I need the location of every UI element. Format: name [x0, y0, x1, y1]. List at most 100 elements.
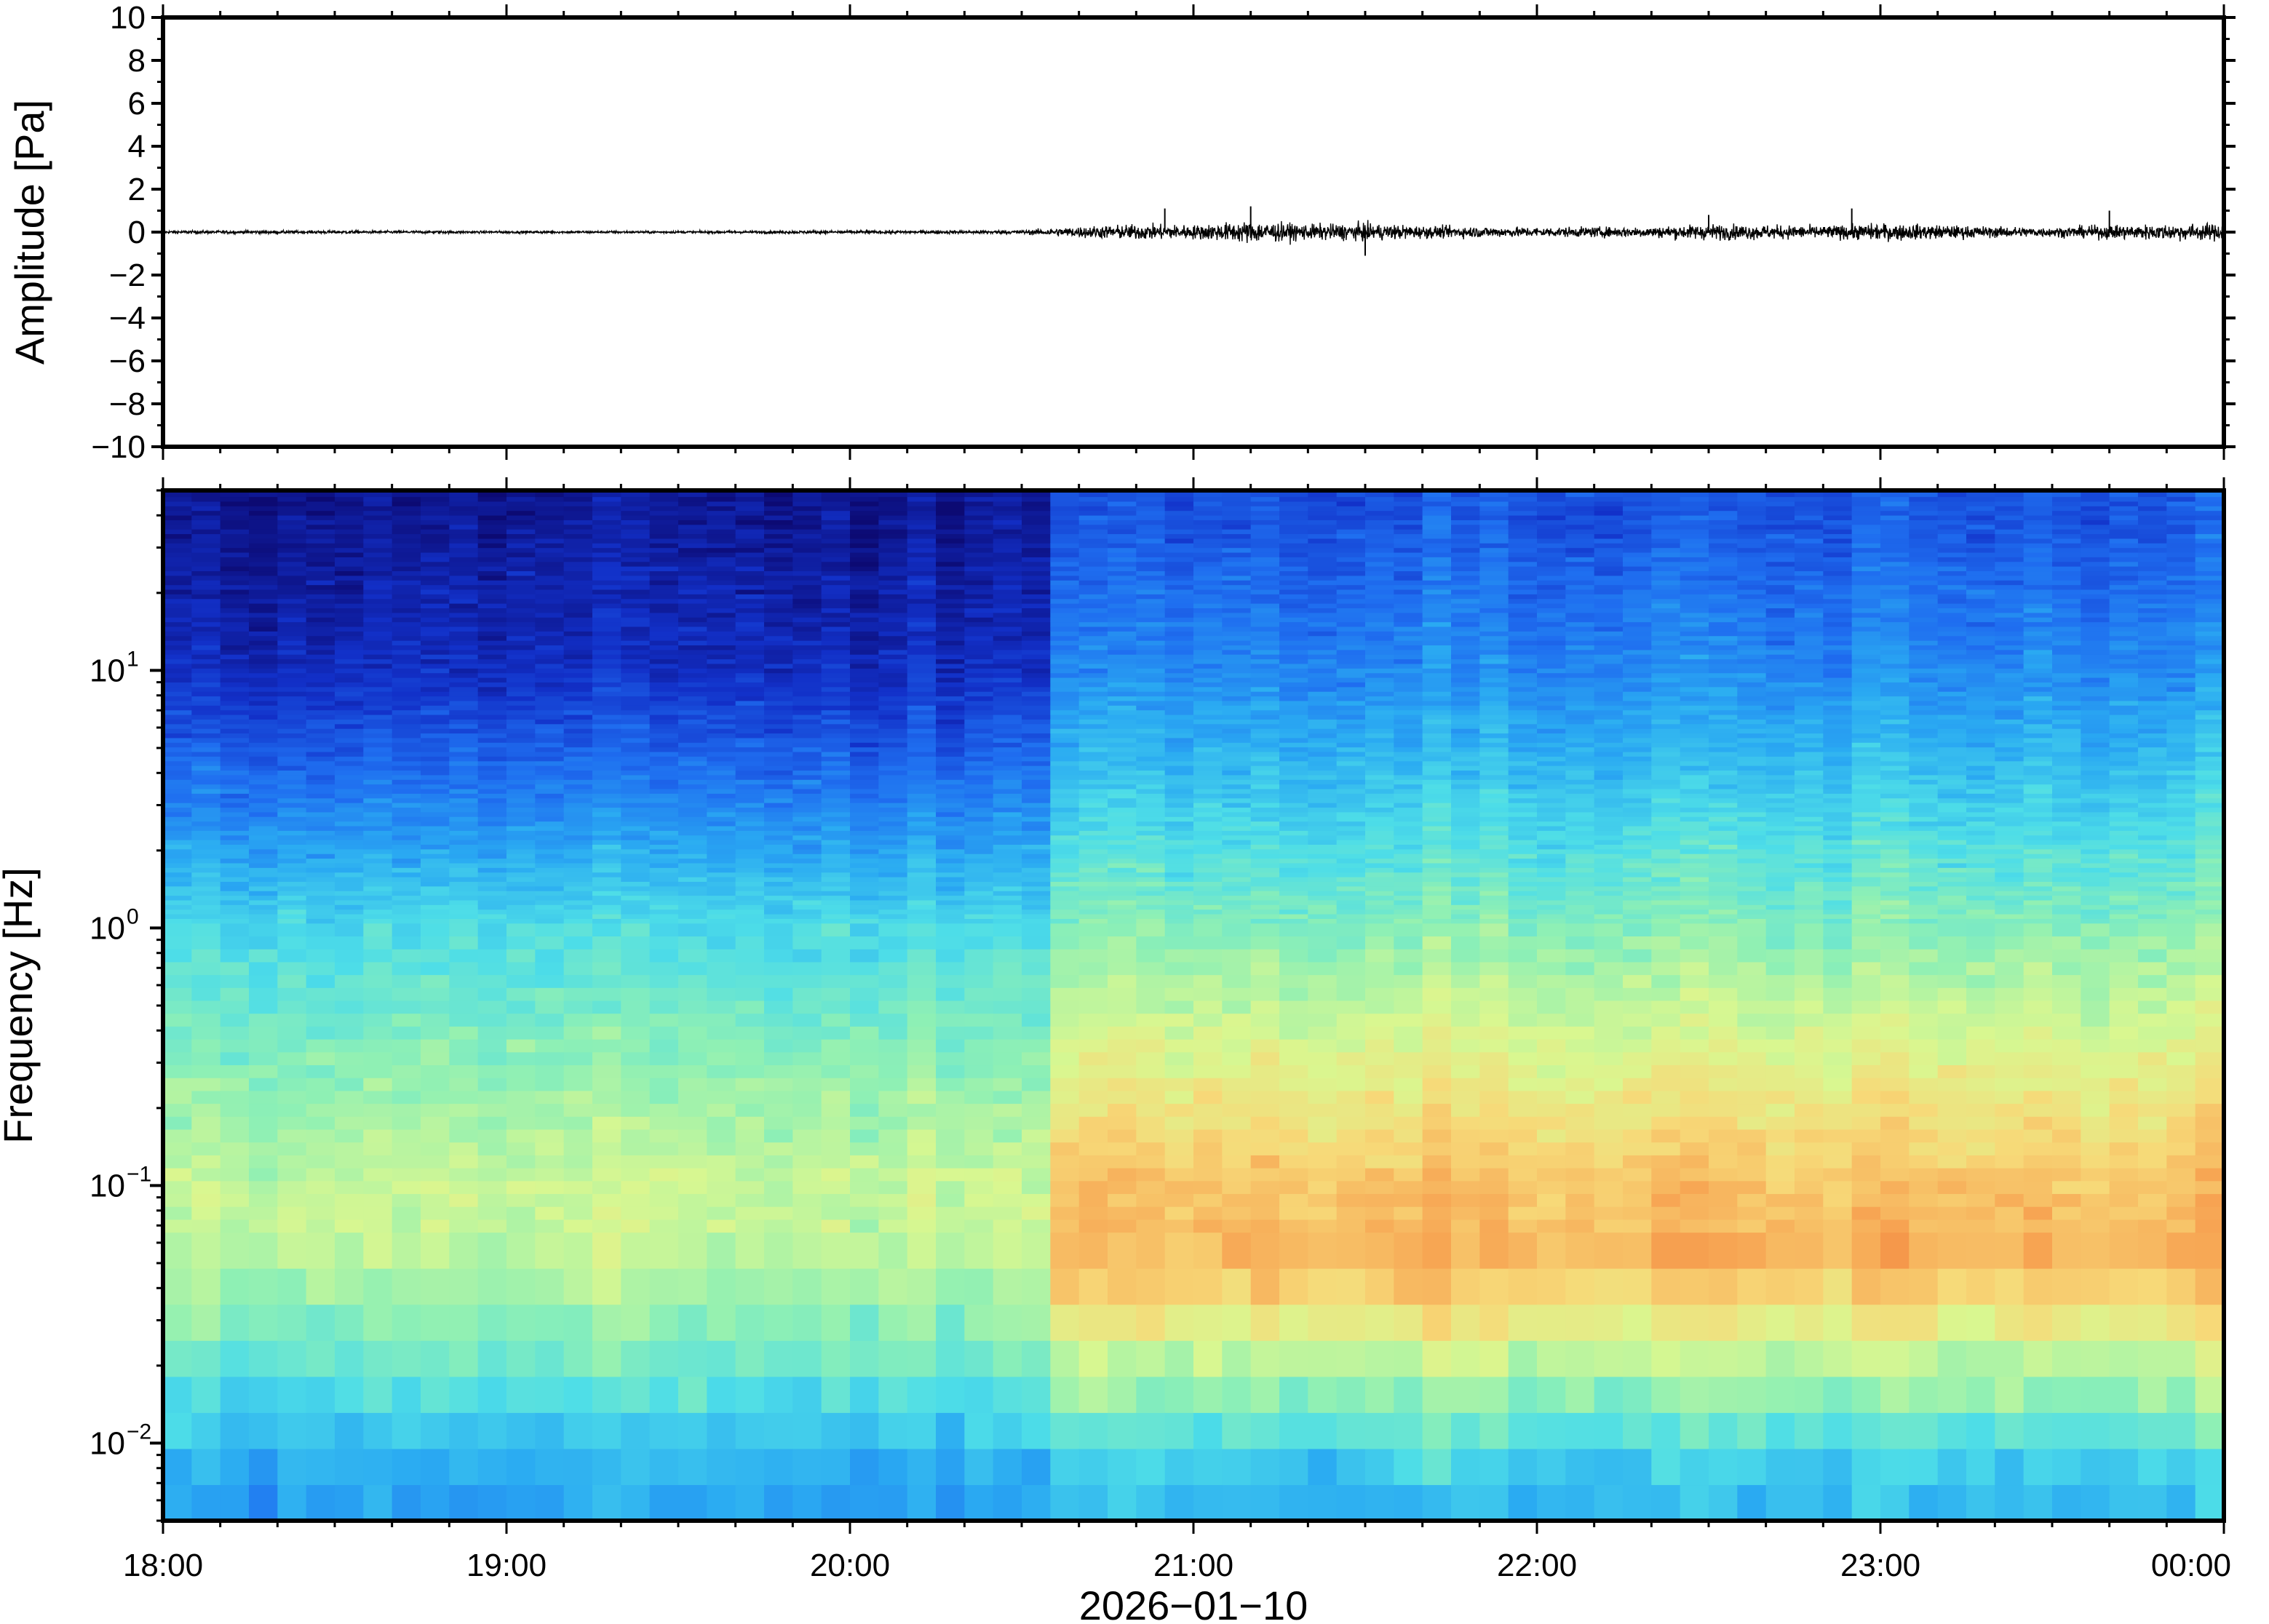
spectrogram-cell [1136, 858, 1166, 864]
spectrogram-cell [363, 936, 393, 950]
spectrogram-cell [878, 594, 908, 600]
spectrogram-cell [993, 561, 1022, 567]
spectrogram-cell [392, 640, 421, 645]
spectrogram-cell [506, 765, 536, 771]
spectrogram-cell [993, 1000, 1022, 1014]
spectrogram-cell [1108, 635, 1137, 641]
spectrogram-cell [1222, 1168, 1252, 1182]
spectrogram-cell [964, 520, 994, 525]
spectrogram-cell [1250, 1013, 1280, 1027]
spectrogram-cell [907, 501, 937, 506]
spectrogram-cell [1136, 654, 1166, 660]
spectrogram-cell [563, 909, 593, 915]
spectrogram-cell [821, 830, 851, 836]
spectrogram-cell [821, 891, 851, 896]
spectrogram-cell [1022, 672, 1051, 678]
spectrogram-cell [421, 756, 450, 762]
spectrogram-cell [563, 589, 593, 594]
spectrogram-cell [392, 974, 421, 988]
spectrogram-cell [649, 909, 679, 915]
spectrogram-cell [535, 1304, 565, 1341]
spectrogram-cell [1164, 784, 1194, 789]
spectrogram-cell [964, 987, 994, 1001]
spectrogram-cell [191, 747, 221, 752]
spectrogram-cell [621, 501, 651, 506]
spectrogram-cell [277, 936, 307, 950]
spectrogram-cell [535, 816, 565, 822]
spectrogram-cell [792, 881, 822, 887]
spectrogram-cell [707, 705, 736, 711]
spectrogram-cell [936, 1193, 965, 1207]
spectrogram-cell [277, 891, 307, 896]
spectrogram-cell [277, 533, 307, 539]
spectrogram-cell [1050, 705, 1080, 711]
spectrogram-cell [335, 821, 364, 827]
spectrogram-cell [335, 510, 364, 516]
spectrogram-cell [191, 756, 221, 762]
spectrogram-cell [220, 784, 250, 789]
spectrogram-cell [506, 714, 536, 720]
spectrogram-cell [1078, 904, 1108, 910]
spectrogram-cell [163, 608, 192, 613]
spectrogram-cell [249, 918, 278, 924]
spectrogram-cell [335, 719, 364, 725]
spectrogram-cell [878, 1039, 908, 1053]
spectrogram-cell [1108, 825, 1137, 831]
spectrogram-cell [821, 705, 851, 711]
spectrogram-cell [363, 1064, 393, 1078]
spectrogram-cell [449, 848, 479, 854]
spectrogram-cell [936, 575, 965, 581]
spectrogram-cell [936, 723, 965, 729]
spectrogram-cell [592, 686, 621, 692]
spectrogram-cell [449, 1484, 479, 1521]
spectrogram-cell [535, 529, 565, 535]
spectrogram-cell [191, 668, 221, 674]
spectrogram-cell [191, 580, 221, 586]
spectrogram-cell [163, 598, 192, 604]
spectrogram-cell [649, 719, 679, 725]
spectrogram-cell [335, 1304, 364, 1341]
spectrogram-cell [850, 779, 879, 785]
spectrogram-cell [335, 594, 364, 600]
spectrogram-cell [735, 1064, 765, 1078]
spectrogram-cell [220, 538, 250, 544]
spectrogram-cell [621, 612, 651, 618]
spectrogram-cell [821, 1116, 851, 1130]
spectrogram-cell [163, 1051, 192, 1066]
spectrogram-cell [878, 626, 908, 632]
spectrogram-cell [621, 598, 651, 604]
spectrogram-cell [335, 631, 364, 637]
spectrogram-cell [220, 760, 250, 766]
spectrogram-cell [764, 848, 793, 854]
spectrogram-cell [306, 668, 335, 674]
spectrogram-cell [821, 719, 851, 725]
spectrogram-cell [249, 700, 278, 706]
spectrogram-cell [936, 821, 965, 827]
spectrogram-cell [249, 770, 278, 776]
spectrogram-cell [764, 1376, 793, 1413]
spectrogram-cell [1050, 918, 1080, 924]
spectrogram-cell [363, 663, 393, 669]
spectrogram-cell [993, 649, 1022, 655]
spectrogram-cell [792, 538, 822, 544]
spectrogram-cell [506, 816, 536, 822]
spectrogram-cell [936, 594, 965, 600]
spectrogram-cell [421, 867, 450, 873]
spectrogram-cell [621, 1090, 651, 1104]
spectrogram-cell [907, 584, 937, 590]
spectrogram-cell [363, 848, 393, 854]
spectrogram-cell [477, 816, 507, 822]
spectrogram-cell [1108, 830, 1137, 836]
spectrogram-cell [449, 668, 479, 674]
spectrogram-cell [878, 742, 908, 748]
spectrogram-cell [878, 737, 908, 743]
spectrogram-cell [850, 506, 879, 512]
spectrogram-cell [1222, 835, 1252, 840]
spectrogram-cell [649, 696, 679, 701]
spectrogram-cell [993, 645, 1022, 650]
spectrogram-cell [392, 728, 421, 734]
spectrogram-cell [163, 909, 192, 915]
spectrogram-cell [335, 742, 364, 748]
spectrogram-cell [449, 1103, 479, 1117]
spectrogram-cell [1164, 987, 1194, 1001]
